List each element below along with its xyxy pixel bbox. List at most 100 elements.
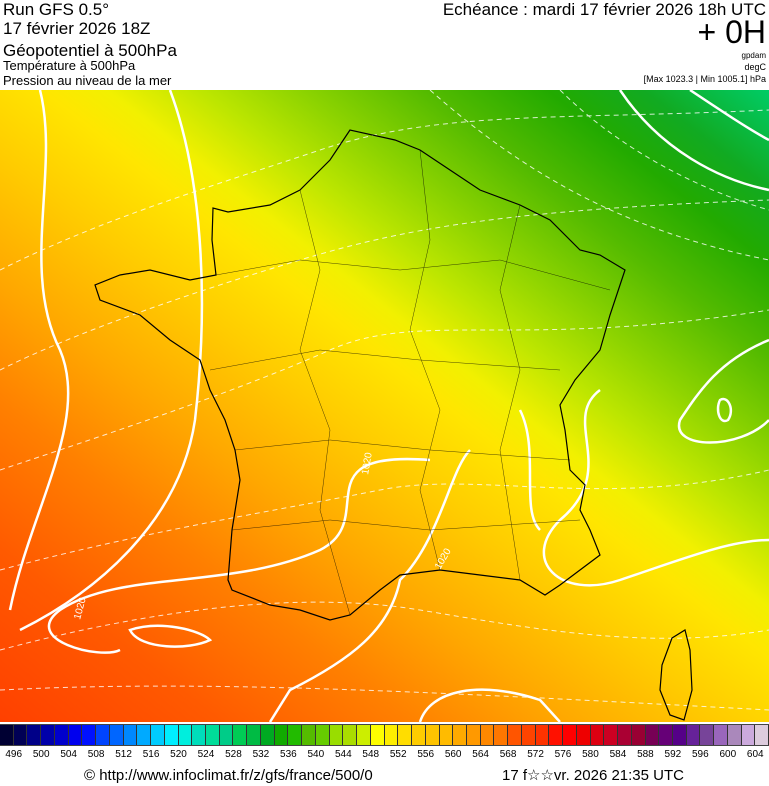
- color-scale-tick-label: 524: [197, 749, 215, 760]
- color-scale-tick-label: 516: [142, 749, 160, 760]
- contour-label: 1020: [72, 596, 88, 621]
- color-scale-cell: [370, 725, 385, 745]
- color-scale-tick-label: 512: [115, 749, 132, 760]
- color-scale-tick-label: 596: [691, 749, 709, 760]
- color-scale-cell: [82, 725, 97, 745]
- color-scale-ticks: 496 500 504 508 512 516 520 524 528 532 536 540 544 5…: [0, 749, 769, 761]
- color-scale-cell: [233, 725, 248, 745]
- contour-label: 1020: [433, 546, 454, 571]
- color-scale-cell: [329, 725, 344, 745]
- field-temperature: Température à 500hPa: [3, 58, 136, 73]
- map-canvas: 1020 1020 1020: [0, 90, 769, 722]
- color-scale-cell: [247, 725, 261, 745]
- unit-geopotential: gpdam: [741, 51, 766, 60]
- color-scale-tick-label: 532: [252, 749, 270, 760]
- color-scale-cell: [13, 725, 28, 745]
- color-scale-cell: [439, 725, 454, 745]
- run-date: 17 février 2026 18Z: [3, 19, 151, 38]
- color-scale-cell: [219, 725, 234, 745]
- color-scale-tick-label: 552: [389, 749, 407, 760]
- color-scale-tick-label: 500: [32, 749, 50, 760]
- color-scale-cell: [618, 725, 632, 745]
- color-scale-cell: [563, 725, 577, 745]
- color-scale-cell: [260, 725, 275, 745]
- color-scale-cell: [27, 725, 42, 745]
- source-link[interactable]: © http://www.infoclimat.fr/z/gfs/france/…: [84, 767, 373, 784]
- corsica-outline: [659, 629, 693, 721]
- color-scale-cell: [604, 725, 619, 745]
- color-scale-cell: [384, 725, 399, 745]
- color-scale-tick-label: 588: [637, 749, 654, 760]
- color-scale-cell: [343, 725, 358, 745]
- color-scale-cell: [164, 725, 179, 745]
- color-scale-cell: [41, 725, 55, 745]
- color-scale-tick-label: 576: [554, 749, 572, 760]
- color-scale-cell: [398, 725, 413, 745]
- forecast-offset: + 0H: [697, 14, 766, 50]
- pressure-isobars: [8, 90, 769, 722]
- color-scale-tick-label: 496: [5, 749, 23, 760]
- color-scale-cell: [686, 725, 701, 745]
- pressure-range: [Max 1023.3 | Min 1005.1] hPa: [643, 74, 766, 84]
- color-scale-tick-label: 536: [280, 749, 297, 760]
- color-scale-cell: [96, 725, 110, 745]
- color-scale-tick-label: 560: [444, 749, 462, 760]
- color-scale-bar: [0, 724, 769, 746]
- department-borders: [209, 149, 611, 616]
- field-geopotential: Géopotentiel à 500hPa: [3, 41, 177, 60]
- color-scale-cell: [302, 725, 316, 745]
- color-scale-cell: [700, 725, 715, 745]
- color-scale-cell: [521, 725, 536, 745]
- color-scale-cell: [178, 725, 193, 745]
- color-scale-cell: [508, 725, 522, 745]
- temperature-isotherms: [0, 90, 769, 711]
- map-overlay: 1020 1020 1020: [0, 90, 769, 722]
- color-scale-cell: [68, 725, 83, 745]
- france-outline: [94, 129, 626, 621]
- color-scale-tick-label: 600: [719, 749, 737, 760]
- color-scale-cell: [494, 725, 509, 745]
- echeance: Echéance : mardi 17 février 2026 18h UTC: [442, 0, 766, 19]
- color-scale-cell: [412, 725, 426, 745]
- color-scale-cell: [659, 725, 673, 745]
- field-pressure: Pression au niveau de la mer: [3, 73, 172, 88]
- color-scale-tick-label: 528: [225, 749, 242, 760]
- color-scale-cell: [192, 725, 207, 745]
- color-scale-cell: [123, 725, 138, 745]
- color-scale-tick-label: 556: [417, 749, 435, 760]
- color-scale-cell: [109, 725, 124, 745]
- color-scale-cell: [755, 725, 769, 745]
- color-scale-cell: [590, 725, 605, 745]
- color-scale-cell: [0, 725, 14, 745]
- color-scale-cell: [672, 725, 687, 745]
- color-scale-cell: [631, 725, 646, 745]
- color-scale-cell: [288, 725, 303, 745]
- color-scale-cell: [206, 725, 220, 745]
- color-scale-cell: [480, 725, 495, 745]
- color-scale-tick-label: 520: [170, 749, 187, 760]
- color-scale-cell: [714, 725, 728, 745]
- color-scale-tick-label: 540: [307, 749, 325, 760]
- color-scale-tick-label: 568: [499, 749, 517, 760]
- run-title: Run GFS 0.5°: [3, 0, 110, 19]
- color-scale-cell: [425, 725, 440, 745]
- color-scale-cell: [137, 725, 152, 745]
- color-scale-cell: [645, 725, 660, 745]
- color-scale-cell: [274, 725, 289, 745]
- color-scale-tick-label: 508: [87, 749, 105, 760]
- color-scale-tick-label: 604: [746, 749, 764, 760]
- color-scale-cell: [741, 725, 756, 745]
- color-scale-cell: [54, 725, 69, 745]
- color-scale-tick-label: 592: [664, 749, 682, 760]
- color-scale-cell: [549, 725, 564, 745]
- color-scale-tick-label: 544: [334, 749, 352, 760]
- generation-timestamp: 17 f☆☆vr. 2026 21:35 UTC: [502, 767, 684, 784]
- color-scale-tick-label: 580: [582, 749, 599, 760]
- color-scale-cell: [357, 725, 371, 745]
- color-scale-cell: [466, 725, 481, 745]
- color-scale-cell: [576, 725, 591, 745]
- color-scale-tick-label: 504: [60, 749, 77, 760]
- color-scale-cell: [727, 725, 742, 745]
- color-scale-cell: [453, 725, 467, 745]
